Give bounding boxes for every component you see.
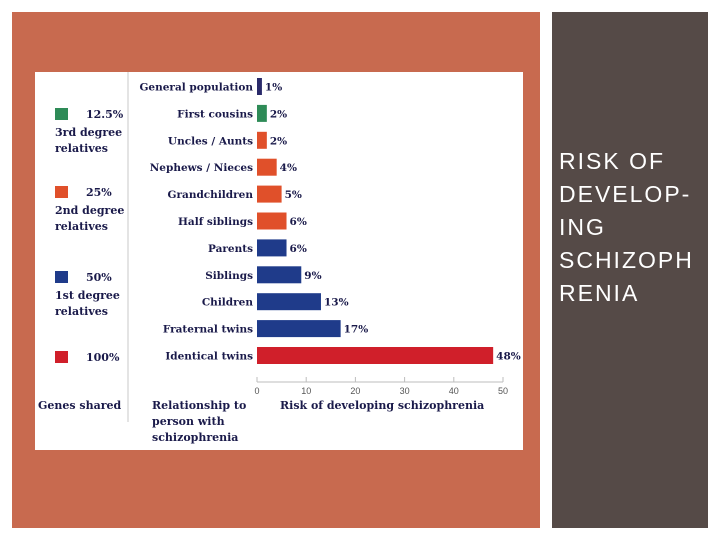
slide-right-panel <box>552 12 708 528</box>
y-axis-label-line: person with <box>152 415 225 428</box>
category-label: Children <box>202 297 254 309</box>
x-tick-label: 10 <box>301 386 311 396</box>
bar <box>257 266 302 284</box>
category-label: Half siblings <box>178 216 253 228</box>
legend-swatch <box>55 108 68 120</box>
title-line: DEVELOP- <box>559 181 692 207</box>
x-axis-label: Risk of developing schizophrenia <box>280 399 484 412</box>
value-label: 2% <box>270 135 287 147</box>
legend-relatives: relatives <box>55 220 108 233</box>
title-line: RENIA <box>559 280 640 306</box>
legend-degree: 1st degree <box>55 289 120 302</box>
category-label: General population <box>139 82 253 94</box>
x-axis: 0 10 20 30 40 50 <box>254 377 508 396</box>
legend-relatives: relatives <box>55 305 108 318</box>
chart-panel: 12.5% 3rd degree relatives 25% 2nd degree rel… <box>35 72 523 450</box>
slide-title: RISK OF DEVELOP- ING SCHIZOPH RENIA <box>559 145 699 310</box>
legend-swatch <box>55 271 68 283</box>
category-label: Fraternal twins <box>163 324 253 336</box>
category-label: Identical twins <box>165 351 253 363</box>
legend-percent: 25% <box>86 186 112 199</box>
category-label: Siblings <box>205 270 253 282</box>
legend-swatch <box>55 186 68 198</box>
category-label: Parents <box>208 243 253 255</box>
bar <box>257 131 267 149</box>
bar <box>257 320 341 338</box>
value-label: 13% <box>324 297 349 309</box>
schizophrenia-risk-chart: 12.5% 3rd degree relatives 25% 2nd degree rel… <box>38 72 521 444</box>
legend-relatives: relatives <box>55 142 108 155</box>
legend-degree: 2nd degree <box>55 204 124 217</box>
genes-shared-label: Genes shared <box>38 399 122 412</box>
value-label: 48% <box>496 351 521 363</box>
bar <box>257 212 287 230</box>
value-label: 5% <box>285 189 302 201</box>
bar <box>257 104 267 122</box>
y-axis-label-line: schizophrenia <box>152 431 238 444</box>
value-label: 6% <box>290 216 307 228</box>
category-label: Uncles / Aunts <box>168 135 253 147</box>
bar <box>257 78 262 95</box>
bar <box>257 347 494 364</box>
x-tick-label: 20 <box>350 386 360 396</box>
x-tick-label: 30 <box>400 386 410 396</box>
legend-percent: 100% <box>86 351 120 364</box>
title-line: RISK OF <box>559 148 666 174</box>
category-label: Grandchildren <box>168 189 254 201</box>
value-label: 1% <box>265 82 282 94</box>
legend: 12.5% 3rd degree relatives 25% 2nd degree rel… <box>55 108 124 364</box>
legend-swatch <box>55 351 68 363</box>
legend-degree: 3rd degree <box>55 126 122 139</box>
legend-percent: 12.5% <box>86 108 124 121</box>
value-label: 6% <box>290 243 307 255</box>
value-label: 9% <box>304 270 321 282</box>
legend-percent: 50% <box>86 271 112 284</box>
bar <box>257 293 321 311</box>
title-line: ING <box>559 214 606 240</box>
x-tick-label: 0 <box>254 386 259 396</box>
y-axis-label-line: Relationship to <box>152 399 246 412</box>
value-label: 2% <box>270 108 287 120</box>
value-label: 17% <box>344 324 369 336</box>
x-tick-label: 40 <box>449 386 459 396</box>
bar <box>257 239 287 257</box>
category-label: Nephews / Nieces <box>150 162 253 174</box>
bar <box>257 185 282 203</box>
bars: General population 1% First cousins 2% Uncle… <box>139 78 521 364</box>
category-label: First cousins <box>177 108 253 120</box>
x-tick-label: 50 <box>498 386 508 396</box>
bar <box>257 158 277 176</box>
value-label: 4% <box>280 162 297 174</box>
title-line: SCHIZOPH <box>559 247 694 273</box>
